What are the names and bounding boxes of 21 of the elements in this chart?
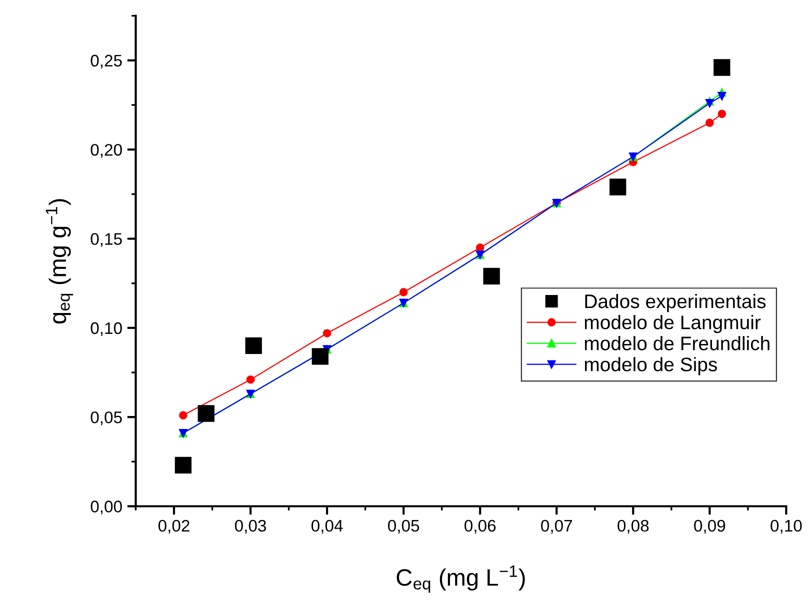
x-tick-label: 0,09 xyxy=(694,520,726,534)
x-tick-label: 0,02 xyxy=(158,520,190,534)
legend-label: modelo de Langmuir xyxy=(584,314,761,334)
x-axis-title: C$_{eq}$ (mg L$^{−1}$) xyxy=(396,566,525,593)
legend-label: modelo de Freundlich xyxy=(584,336,770,350)
x-tick-label: 0,04 xyxy=(311,520,343,534)
y-tick-label: 0,00 xyxy=(90,500,122,514)
y-tick-label: 0,25 xyxy=(90,54,122,69)
y-tick-label: 0,20 xyxy=(90,144,122,158)
x-tick-label: 0,03 xyxy=(234,520,266,534)
y-axis-title: q$_{eq}$ (mg g$^{−1}$) xyxy=(46,199,74,324)
legend-label: Dados experimentais xyxy=(585,294,766,312)
y-tick-label: 0,10 xyxy=(90,322,122,336)
x-tick-label: 0,08 xyxy=(618,520,649,534)
x-tick-label: 0,10 xyxy=(770,520,802,534)
x-tick-label: 0,07 xyxy=(541,520,572,534)
legend-label: modelo de Sips xyxy=(584,357,717,376)
x-tick-label: 0,06 xyxy=(464,520,496,534)
y-tick-label: 0,15 xyxy=(90,233,122,247)
x-tick-label: 0,05 xyxy=(388,520,420,534)
y-tick-label: 0,05 xyxy=(90,411,122,426)
